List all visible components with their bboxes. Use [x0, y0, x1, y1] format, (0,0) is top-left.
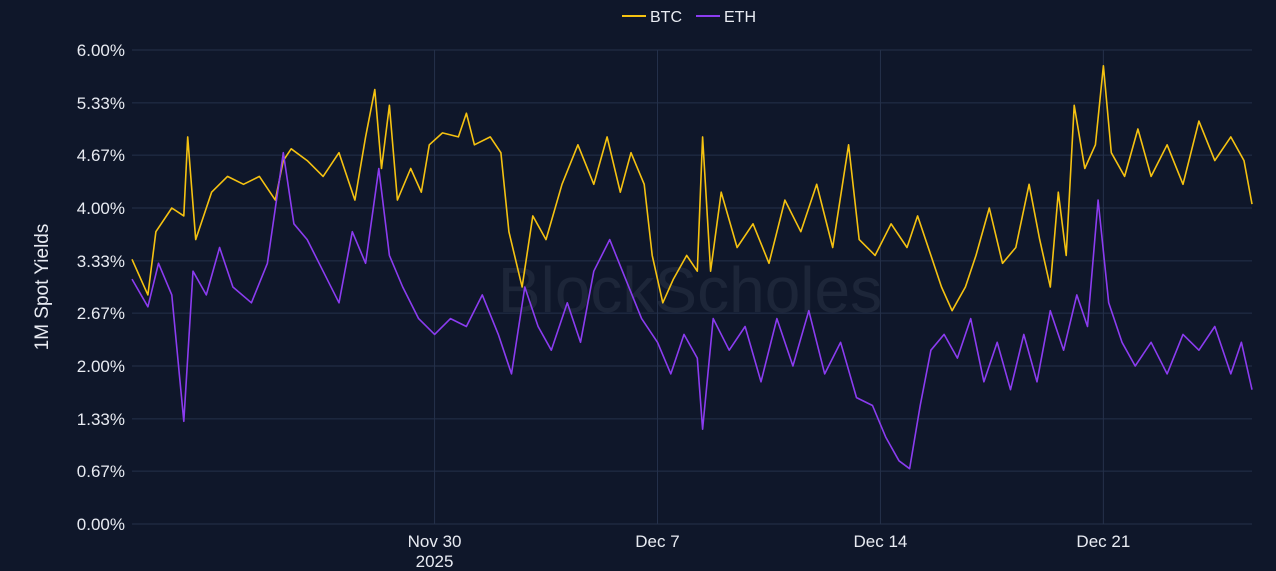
series-line-eth [131, 151, 1253, 470]
legend-label: ETH [724, 9, 756, 26]
y-tick-label: 4.67% [77, 146, 125, 165]
legend-item-eth[interactable]: ETH [696, 9, 756, 26]
legend-item-btc[interactable]: BTC [622, 9, 682, 26]
y-tick-label: 5.33% [77, 94, 125, 113]
y-tick-label: 0.67% [77, 462, 125, 481]
x-tick-label: Dec 7 [635, 532, 679, 551]
y-tick-label: 3.33% [77, 252, 125, 271]
x-tick-sublabel: 2025 [416, 552, 454, 571]
y-axis-ticks: 0.00% 0.67% 1.33% 2.00% 2.67% 3.33% 4.00% 4.67%… [77, 41, 125, 534]
y-tick-label: 1.33% [77, 410, 125, 429]
y-tick-label: 2.67% [77, 304, 125, 323]
y-axis-title: 1M Spot Yields [32, 224, 53, 351]
y-tick-label: 0.00% [77, 515, 125, 534]
x-tick-label: Nov 30 [408, 532, 462, 551]
legend-label: BTC [650, 9, 682, 26]
y-tick-label: 6.00% [77, 41, 125, 60]
series-line-btc [131, 65, 1253, 312]
y-tick-label: 2.00% [77, 357, 125, 376]
y-tick-label: 4.00% [77, 199, 125, 218]
legend[interactable]: BTC ETH [622, 9, 756, 26]
watermark-text: BlockScholes [498, 254, 882, 326]
x-tick-label: Dec 14 [853, 532, 907, 551]
x-tick-label: Dec 21 [1076, 532, 1130, 551]
series-layer [131, 65, 1253, 470]
